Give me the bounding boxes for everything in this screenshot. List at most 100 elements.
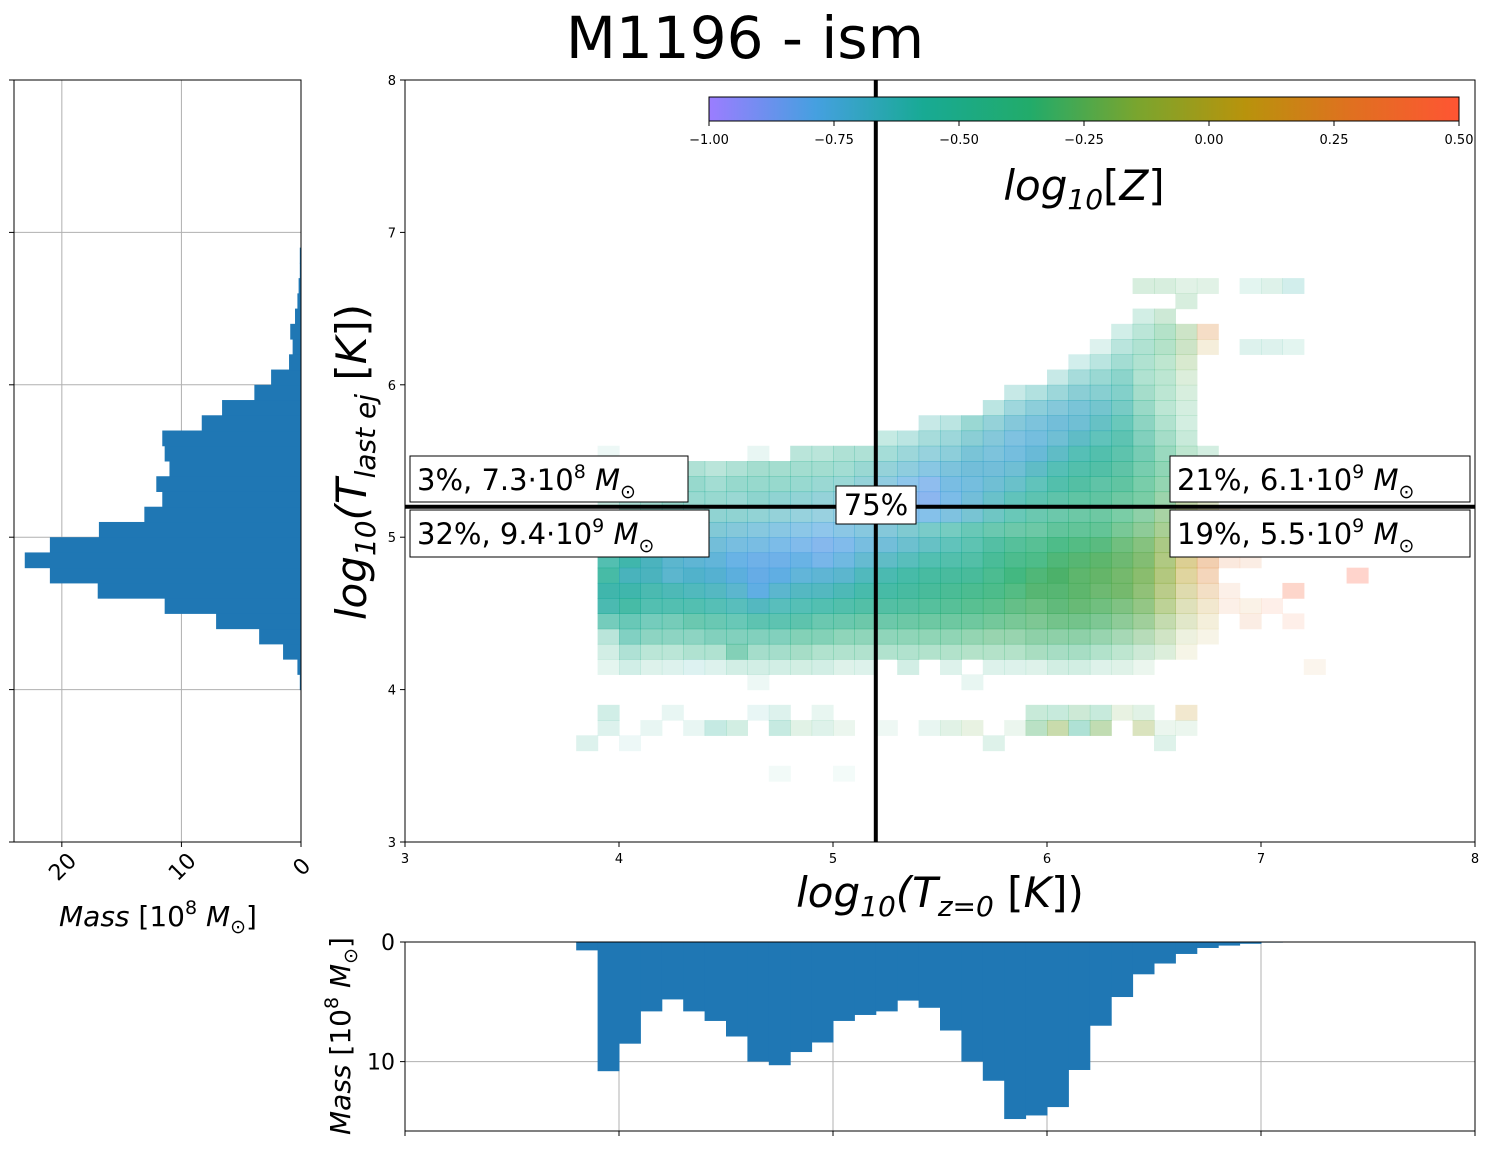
heatmap-cell xyxy=(1132,720,1155,736)
heatmap-cell xyxy=(1196,278,1219,294)
heatmap-cell xyxy=(1154,582,1176,599)
histogram-bar xyxy=(144,506,301,523)
heatmap-cell xyxy=(854,552,877,569)
heatmap-cell xyxy=(1025,720,1048,736)
heatmap-cell xyxy=(1025,704,1048,721)
heatmap-cell xyxy=(811,552,834,569)
heatmap-cell xyxy=(1132,506,1155,523)
left-histogram-panel: 20 10 0 Mass [108 M⊙] xyxy=(9,79,316,938)
heatmap-cell xyxy=(854,598,877,614)
heatmap-cell xyxy=(1154,384,1176,401)
heatmap-cell xyxy=(1068,415,1091,432)
heatmap-cell xyxy=(1089,643,1112,660)
annotation-center: 75% xyxy=(835,485,917,525)
heatmap-cell xyxy=(961,476,984,493)
annotation-exponent: 9 xyxy=(592,515,604,537)
heatmap-cell xyxy=(768,491,791,508)
histogram-bar xyxy=(1004,942,1027,1120)
heatmap-cell xyxy=(640,720,663,736)
heatmap-cell xyxy=(1132,461,1155,477)
heatmap-cell xyxy=(897,613,920,630)
heatmap-cell xyxy=(1047,491,1069,508)
heatmap-cell xyxy=(897,521,920,538)
heatmap-cell xyxy=(747,537,770,554)
heatmap-cell xyxy=(1132,369,1155,386)
heatmap-cell xyxy=(897,461,920,477)
heatmap-cell xyxy=(704,643,727,660)
heatmap-cell xyxy=(1047,720,1069,736)
heatmap-cell xyxy=(597,613,620,630)
heatmap-cell xyxy=(1111,445,1134,462)
heatmap-cell xyxy=(661,628,684,645)
heatmap-cell xyxy=(726,491,748,508)
heatmap-cell xyxy=(1132,643,1155,660)
heatmap-cell xyxy=(1282,339,1305,355)
heatmap-cell xyxy=(1175,369,1198,386)
heatmap-cell xyxy=(790,659,813,675)
histogram-bar xyxy=(1132,942,1155,975)
heatmap-cell xyxy=(1004,643,1027,660)
histogram-bar xyxy=(156,476,301,492)
heatmap-cell xyxy=(1154,720,1176,736)
heatmap-cell xyxy=(1132,384,1155,401)
heatmap-cell xyxy=(790,506,813,523)
heatmap-cell xyxy=(875,628,898,645)
bottom-histogram-ticks: 0 10 xyxy=(367,931,1476,1136)
heatmap-cell xyxy=(1111,430,1134,447)
heatmap-cell xyxy=(1196,598,1219,614)
heatmap-cell xyxy=(619,659,641,675)
heatmap-cell xyxy=(726,552,748,569)
heatmap-cell xyxy=(747,613,770,630)
center-percent: 75% xyxy=(844,488,908,522)
annotation-box xyxy=(1169,455,1471,503)
heatmap-cell xyxy=(1089,445,1112,462)
heatmap-cell xyxy=(683,567,706,584)
heatmap-cell xyxy=(1175,643,1198,660)
heatmap-cell xyxy=(1068,704,1091,721)
heatmap-cell xyxy=(961,552,984,569)
left-plot-frame xyxy=(13,79,302,843)
svg-text:32%, 9.4·109 M⊙: 32%, 9.4·109 M⊙ xyxy=(417,515,654,557)
heatmap-cell xyxy=(1261,598,1283,614)
heatmap-cell xyxy=(1047,567,1069,584)
heatmap-cell xyxy=(811,598,834,614)
heatmap-cell xyxy=(1154,735,1176,752)
heatmap-cell xyxy=(704,720,727,736)
heatmap-cell xyxy=(811,506,834,523)
heatmap-cell xyxy=(768,461,791,477)
heatmap-cell xyxy=(747,552,770,569)
heatmap-cell xyxy=(1175,384,1198,401)
svg-text:19%, 5.5·109 M⊙: 19%, 5.5·109 M⊙ xyxy=(1177,515,1414,557)
annotation-box xyxy=(835,485,917,525)
heatmap-cell xyxy=(1068,628,1091,645)
heatmap-cell xyxy=(1111,704,1134,721)
heatmap-cell xyxy=(1175,293,1198,310)
annotation-mantissa: 6.1 xyxy=(1260,463,1306,497)
heatmap-cell xyxy=(1111,628,1134,645)
heatmap-cell xyxy=(940,598,962,614)
heatmap-cell xyxy=(726,720,748,736)
heatmap-cell xyxy=(747,567,770,584)
heatmap-cell xyxy=(1261,278,1283,294)
heatmap-cell xyxy=(1175,430,1198,447)
heatmap-cell xyxy=(1154,598,1176,614)
heatmap-cell xyxy=(1154,369,1176,386)
heatmap-cell xyxy=(1068,445,1091,462)
heatmap-cell xyxy=(768,628,791,645)
heatmap-cell xyxy=(811,567,834,584)
heatmap-cell xyxy=(918,598,941,614)
heatmap-cell xyxy=(747,659,770,675)
figure-title: M1196 - ism xyxy=(566,4,924,72)
heatmap-cell xyxy=(1111,369,1134,386)
heatmap-cell xyxy=(726,476,748,493)
heatmap-cell xyxy=(940,643,962,660)
heatmap-cell xyxy=(747,491,770,508)
heatmap-cell xyxy=(1004,506,1027,523)
heatmap-cell xyxy=(982,400,1005,416)
heatmap-cell xyxy=(1089,461,1112,477)
histogram-bar xyxy=(1068,942,1091,1070)
heatmap-cell xyxy=(790,476,813,493)
heatmap-cell xyxy=(897,659,920,675)
heatmap-cell xyxy=(1132,400,1155,416)
heatmap-cell xyxy=(918,476,941,493)
